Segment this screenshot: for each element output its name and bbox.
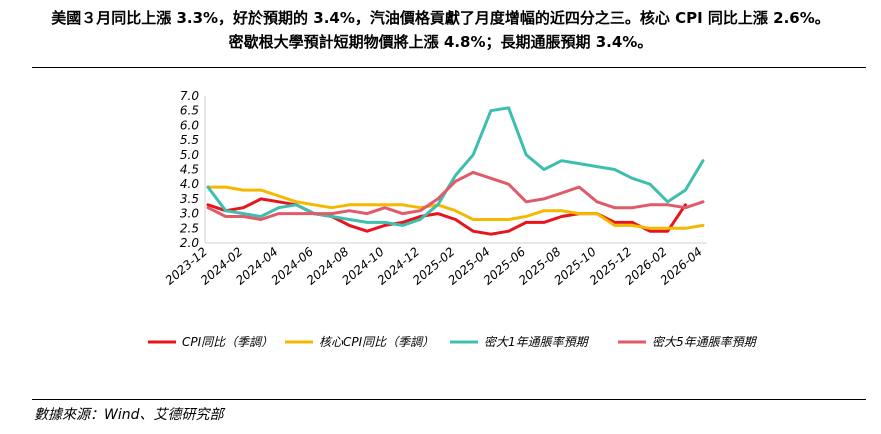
legend-label: 密大1年通脹率預期 [484,335,590,349]
legend: CPI同比（季調） 核心CPI同比（季調） 密大1年通脹率預期 密大5年通脹率預期 [148,335,758,349]
source-note: 數據來源：Wind、艾德研究部 [34,407,224,423]
y-axis: 7.06.56.05.55.04.54.03.53.02.52.0 [180,89,206,250]
legend-label: 核心CPI同比（季調） [319,335,434,349]
y-tick-label: 2.5 [180,221,199,235]
series-line-4 [206,170,705,221]
y-tick-label: 2.0 [180,236,199,250]
y-tick-label: 3.5 [180,192,199,206]
y-tick-label: 7.0 [180,89,199,103]
y-tick-label: 3.0 [180,207,199,221]
header-line-1: 美國３月同比上漲 3.3%，好於預期的 3.4%，汽油價格貢獻了月度增幅的近四分… [51,9,830,27]
bottom-rule [32,399,866,400]
legend-label: 密大5年通脹率預期 [652,335,758,349]
y-tick-label: 6.5 [180,104,199,118]
header-line-2: 密歇根大學預計短期物價將上漲 4.8%；長期通脹預期 3.4%。 [228,33,653,51]
chart-header: 美國３月同比上漲 3.3%，好於預期的 3.4%，汽油價格貢獻了月度增幅的近四分… [0,6,881,54]
top-rule [32,67,866,68]
y-tick-label: 5.5 [180,133,199,147]
series-lines [206,106,705,236]
series-line-3 [206,106,705,227]
line-chart: 7.06.56.05.55.04.54.03.53.02.52.0 2023-1… [148,89,758,349]
y-tick-label: 4.5 [180,163,199,177]
x-axis: 2023-122024-022024-042024-062024-082024-… [163,242,708,288]
legend-label: CPI同比（季調） [182,335,273,349]
series-line-1 [206,197,687,236]
y-tick-label: 6.0 [180,118,199,132]
series-line-2 [206,185,705,230]
y-tick-label: 4.0 [180,177,199,191]
y-tick-label: 5.0 [180,148,199,162]
